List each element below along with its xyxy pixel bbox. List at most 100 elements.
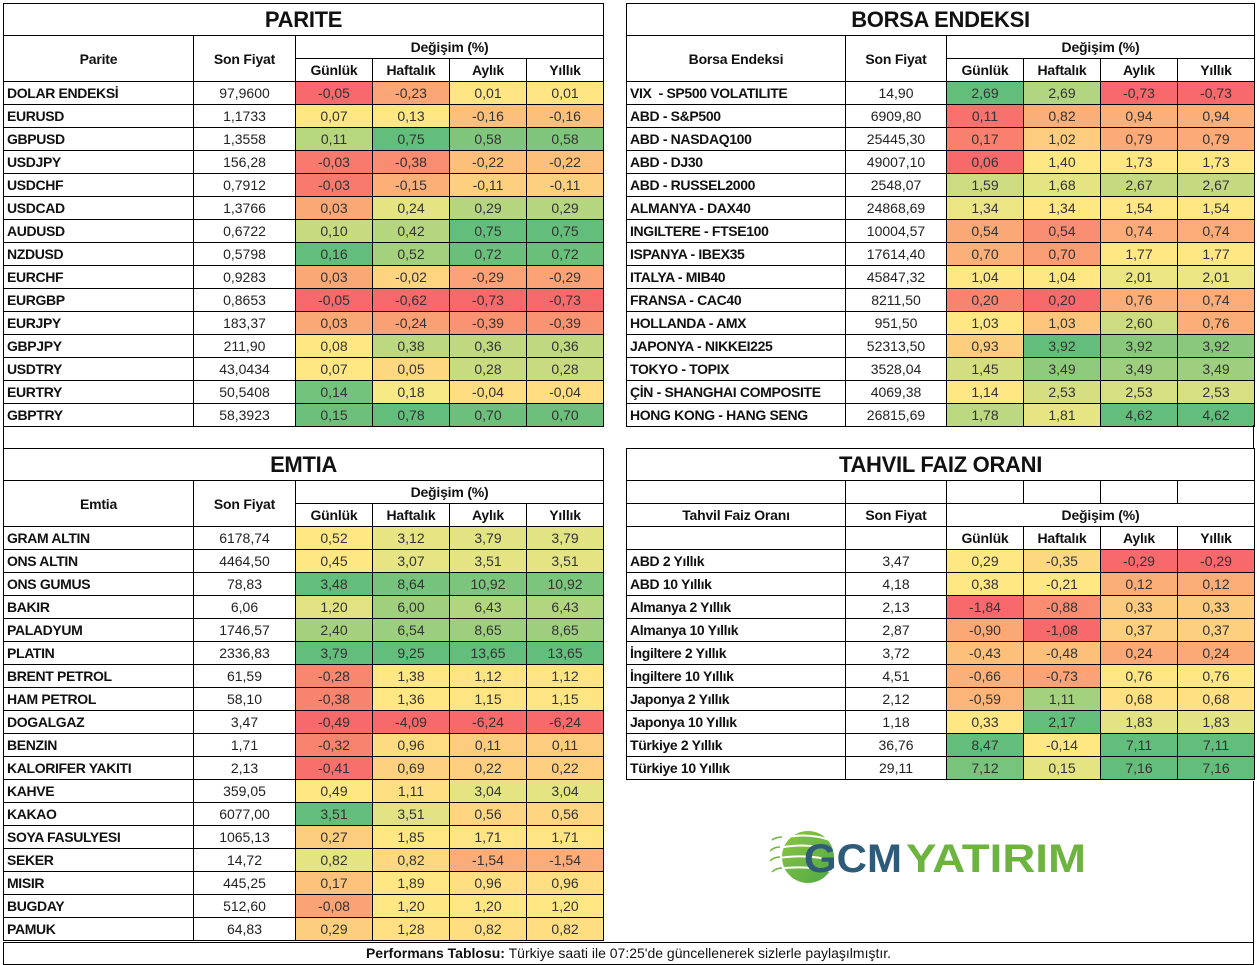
footer-note: Performans Tablosu: Türkiye saati ile 07…: [3, 942, 1254, 965]
change-weekly: 3,12: [372, 526, 450, 550]
change-monthly: 0,74: [1100, 219, 1178, 243]
table-row: JAPONYA - NIKKEI225 52313,50 0,93 3,92 3,92 3…: [626, 334, 1256, 358]
last-price: 29,11: [845, 756, 947, 780]
change-daily: -0,05: [295, 81, 373, 105]
table-row: ABD - S&P500 6909,80 0,11 0,82 0,94 0,94: [626, 104, 1256, 128]
change-monthly: -0,04: [449, 380, 527, 404]
table-row: NZDUSD 0,5798 0,16 0,52 0,72 0,72: [3, 242, 605, 266]
change-weekly: -0,88: [1023, 595, 1101, 619]
last-price: 14,90: [845, 81, 947, 105]
table-row: ALMANYA - DAX40 24868,69 1,34 1,34 1,54 1,54: [626, 196, 1256, 220]
instrument-name: ABD 10 Yıllık: [626, 572, 846, 596]
change-daily: 0,52: [295, 526, 373, 550]
instrument-name: ISPANYA - IBEX35: [626, 242, 846, 266]
instrument-name: HOLLANDA - AMX: [626, 311, 846, 335]
table-row: EURGBP 0,8653 -0,05 -0,62 -0,73 -0,73: [3, 288, 605, 312]
yearly-header: Yıllık: [525, 58, 605, 82]
table-row: DOLAR ENDEKSİ 97,9600 -0,05 -0,23 0,01 0,01: [3, 81, 605, 105]
change-yearly: -0,04: [525, 380, 605, 404]
table-row: GBPJPY 211,90 0,08 0,38 0,36 0,36: [3, 334, 605, 358]
last-price: 4,51: [845, 664, 947, 688]
last-price: 6178,74: [193, 526, 296, 550]
change-monthly: 3,92: [1100, 334, 1178, 358]
yearly-header: Yıllık: [525, 503, 605, 527]
change-monthly: 3,04: [449, 779, 527, 803]
instrument-name: İngiltere 10 Yıllık: [626, 664, 846, 688]
name-column-header: Parite: [3, 35, 194, 82]
change-yearly: 4,62: [1176, 403, 1256, 427]
change-weekly: 1,03: [1023, 311, 1101, 335]
last-price: 3,47: [193, 710, 296, 734]
change-monthly: 7,16: [1100, 756, 1178, 780]
change-daily: 0,07: [295, 104, 373, 128]
change-weekly: 0,78: [372, 403, 450, 427]
change-weekly: 1,38: [372, 664, 450, 688]
instrument-name: EURUSD: [3, 104, 194, 128]
change-daily: 1,78: [946, 403, 1024, 427]
tahvil-faiz-table: TAHVIL FAIZ ORANI Tahvil Faiz Oranı Son …: [626, 448, 1255, 780]
instrument-name: GBPTRY: [3, 403, 194, 427]
instrument-name: ÇİN - SHANGHAI COMPOSITE: [626, 380, 846, 404]
change-daily: -0,05: [295, 288, 373, 312]
change-yearly: 0,01: [525, 81, 605, 105]
instrument-name: NZDUSD: [3, 242, 194, 266]
change-yearly: 0,94: [1176, 104, 1256, 128]
change-yearly: 1,12: [525, 664, 605, 688]
table-row: HOLLANDA - AMX 951,50 1,03 1,03 2,60 0,76: [626, 311, 1256, 335]
change-weekly: -0,48: [1023, 641, 1101, 665]
change-daily: 0,11: [946, 104, 1024, 128]
table-row: BENZIN 1,71 -0,32 0,96 0,11 0,11: [3, 733, 605, 757]
last-price: 211,90: [193, 334, 296, 358]
change-weekly: 1,20: [372, 894, 450, 918]
monthly-header: Aylık: [449, 58, 527, 82]
change-monthly: 0,75: [449, 219, 527, 243]
instrument-name: GRAM ALTIN: [3, 526, 194, 550]
instrument-name: ONS ALTIN: [3, 549, 194, 573]
change-daily: -1,84: [946, 595, 1024, 619]
table-row: USDTRY 43,0434 0,07 0,05 0,28 0,28: [3, 357, 605, 381]
change-weekly: 1,04: [1023, 265, 1101, 289]
change-weekly: 8,64: [372, 572, 450, 596]
change-daily: 0,11: [295, 127, 373, 151]
change-weekly: 6,54: [372, 618, 450, 642]
empty-cell: [626, 526, 846, 550]
change-yearly: 0,11: [525, 733, 605, 757]
change-monthly: 0,36: [449, 334, 527, 358]
change-weekly: 0,70: [1023, 242, 1101, 266]
change-column-header: Değişim (%): [294, 480, 605, 504]
weekly-header: Haftalık: [1023, 58, 1101, 82]
change-daily: 2,69: [946, 81, 1024, 105]
change-weekly: 0,24: [372, 196, 450, 220]
change-yearly: 2,01: [1176, 265, 1256, 289]
instrument-name: KALORIFER YAKITI: [3, 756, 194, 780]
last-price: 2,13: [845, 595, 947, 619]
instrument-name: Türkiye 10 Yıllık: [626, 756, 846, 780]
last-price: 0,8653: [193, 288, 296, 312]
name-column-header: Borsa Endeksi: [626, 35, 846, 82]
table-row: Türkiye 2 Yıllık 36,76 8,47 -0,14 7,11 7,11: [626, 733, 1255, 757]
last-price: 0,9283: [193, 265, 296, 289]
instrument-name: TOKYO - TOPIX: [626, 357, 846, 381]
weekly-header: Haftalık: [1023, 526, 1101, 550]
section-title: EMTIA: [2, 448, 605, 481]
change-weekly: 9,25: [372, 641, 450, 665]
last-price: 2,13: [193, 756, 296, 780]
price-column-header: Son Fiyat: [193, 35, 296, 82]
change-daily: 0,82: [295, 848, 373, 872]
last-price: 1,3766: [193, 196, 296, 220]
change-monthly: 0,33: [1100, 595, 1178, 619]
weekly-header: Haftalık: [372, 58, 450, 82]
change-monthly: 0,12: [1100, 572, 1178, 596]
change-yearly: 0,12: [1177, 572, 1255, 596]
change-monthly: -0,22: [449, 150, 527, 174]
change-monthly: 4,62: [1100, 403, 1178, 427]
table-row: Almanya 2 Yıllık 2,13 -1,84 -0,88 0,33 0,33: [626, 595, 1255, 619]
change-daily: -0,90: [946, 618, 1024, 642]
change-daily: 0,17: [295, 871, 373, 895]
change-daily: -0,38: [295, 687, 373, 711]
table-row: PALADYUM 1746,57 2,40 6,54 8,65 8,65: [3, 618, 605, 642]
change-yearly: 3,49: [1176, 357, 1256, 381]
instrument-name: İngiltere 2 Yıllık: [626, 641, 846, 665]
change-monthly: 1,15: [449, 687, 527, 711]
change-monthly: 0,76: [1100, 288, 1178, 312]
